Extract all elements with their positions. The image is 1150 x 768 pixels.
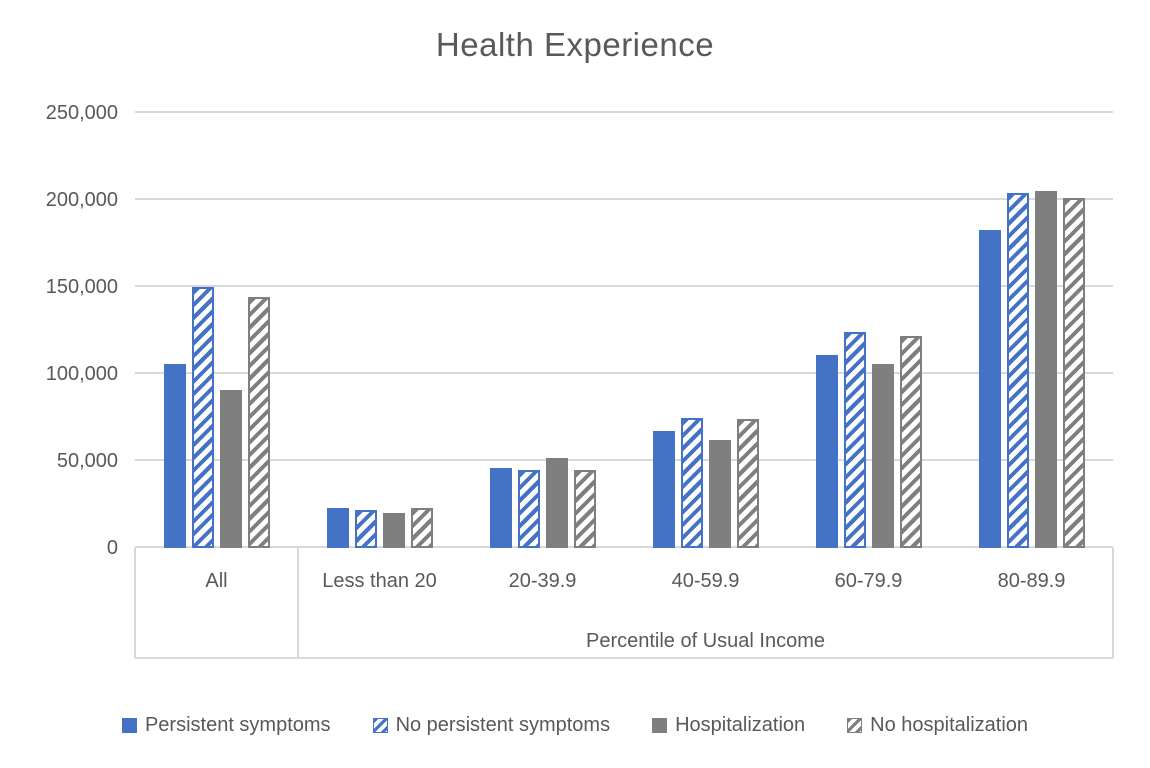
gridline-200000	[135, 198, 1113, 200]
x-axis-separator	[134, 548, 136, 658]
bar-no-hospitalization	[573, 469, 596, 548]
bar-no-hospitalization	[410, 507, 433, 548]
y-tick-label: 250,000	[45, 102, 118, 124]
legend-label: No persistent symptoms	[395, 714, 611, 736]
bar-persistent-symptoms	[815, 354, 838, 548]
bar-hospitalization	[219, 389, 242, 548]
bar-group-all	[135, 113, 298, 548]
bar-persistent-symptoms	[978, 229, 1001, 548]
bar-no-persistent-symptoms	[843, 332, 866, 548]
legend-item-no-hospitalization: No hospitalization	[847, 714, 1028, 737]
bar-groups	[135, 113, 1113, 548]
bar-no-persistent-symptoms	[517, 469, 540, 548]
y-tick-label: 200,000	[45, 189, 118, 211]
bar-group-less-than-20	[298, 113, 461, 548]
bar-persistent-symptoms	[652, 431, 675, 548]
legend-label: No hospitalization	[870, 714, 1029, 736]
x-axis-separator	[1112, 548, 1114, 658]
y-tick-label: 150,000	[45, 276, 118, 298]
bar-group-60-79-9	[787, 113, 950, 548]
x-axis-line	[135, 657, 1113, 659]
legend-item-persistent-symptoms: Persistent symptoms	[121, 714, 331, 737]
x-category-label: 80-89.9	[997, 570, 1066, 592]
bar-persistent-symptoms	[326, 507, 349, 548]
bar-group-40-59-9	[624, 113, 787, 548]
legend-label: Hospitalization	[675, 714, 806, 736]
bar-no-hospitalization	[736, 419, 759, 548]
x-category-label: Less than 20	[322, 570, 437, 592]
legend-label: Persistent symptoms	[144, 714, 331, 736]
bar-no-persistent-symptoms	[191, 287, 214, 548]
legend-swatch-solid-gray	[652, 718, 668, 733]
bar-no-hospitalization	[1062, 198, 1085, 548]
bar-no-persistent-symptoms	[680, 417, 703, 548]
chart-title: Health Experience	[435, 26, 715, 63]
x-axis-group-title: Percentile of Usual Income	[585, 630, 825, 652]
legend: Persistent symptoms No persistent symptom…	[0, 714, 1150, 737]
x-category-label: 40-59.9	[671, 570, 740, 592]
y-tick-label: 0	[106, 537, 118, 559]
x-category-label: All	[205, 570, 228, 592]
plot-area	[135, 111, 1113, 548]
bar-hospitalization	[871, 363, 894, 548]
bar-no-persistent-symptoms	[354, 509, 377, 548]
gridline-150000	[135, 285, 1113, 287]
legend-swatch-hatched-gray	[847, 718, 863, 733]
x-category-label: 20-39.9	[508, 570, 577, 592]
gridline-0	[135, 546, 1113, 548]
gridline-50000	[135, 459, 1113, 461]
bar-group-80-89-9	[950, 113, 1113, 548]
gridline-100000	[135, 372, 1113, 374]
bar-persistent-symptoms	[163, 363, 186, 548]
legend-swatch-hatched-blue	[372, 718, 388, 733]
bar-no-hospitalization	[899, 335, 922, 548]
y-tick-label: 100,000	[45, 363, 118, 385]
bar-persistent-symptoms	[489, 467, 512, 548]
legend-item-no-persistent-symptoms: No persistent symptoms	[372, 714, 611, 737]
bar-no-hospitalization	[247, 297, 270, 548]
bar-hospitalization	[545, 457, 568, 548]
bar-hospitalization	[708, 440, 731, 548]
legend-swatch-solid-blue	[121, 718, 137, 733]
bar-group-20-39-9	[461, 113, 624, 548]
x-axis-separator	[297, 548, 299, 658]
bar-hospitalization	[382, 513, 405, 548]
bar-no-persistent-symptoms	[1006, 193, 1029, 548]
legend-item-hospitalization: Hospitalization	[652, 714, 805, 737]
y-tick-label: 50,000	[56, 450, 118, 472]
x-category-label: 60-79.9	[834, 570, 903, 592]
bar-hospitalization	[1034, 191, 1057, 548]
gridline-250000	[135, 111, 1113, 113]
